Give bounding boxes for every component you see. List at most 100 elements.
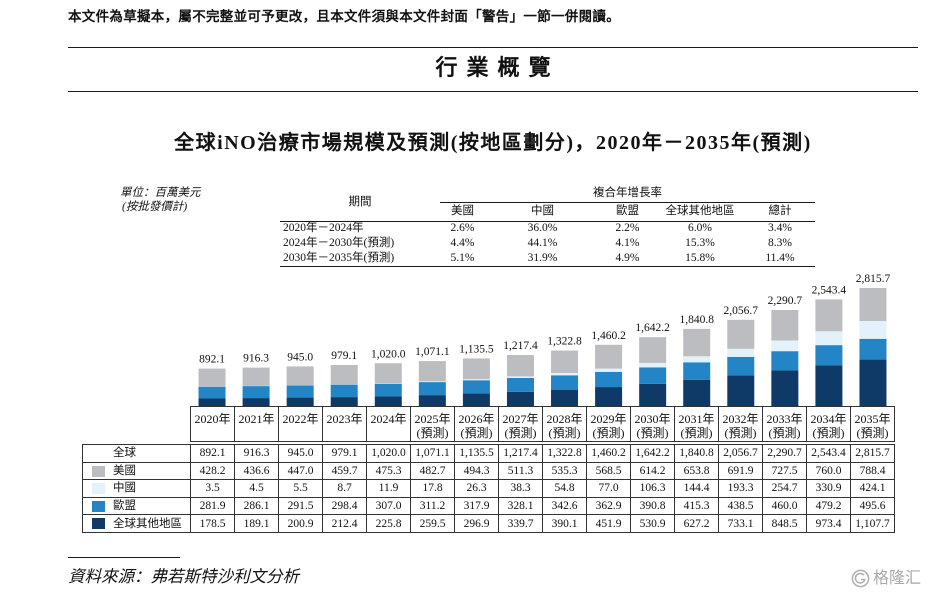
stacked-bar-chart: 892.1 916.3 945.0 979.1 1,020.0 1,071.1 1,135.… <box>198 273 890 406</box>
bar-segment-us-2025 <box>418 361 446 382</box>
value-cell-2028: 535.3 <box>542 461 587 481</box>
year-label: 2020年 <box>194 412 231 426</box>
cagr-row: 2020年－2024年 2.6% 36.0% 2.2% 6.0% 3.4% <box>280 221 815 236</box>
bar-segment-us-2031 <box>683 328 711 357</box>
bar-segment-rest-of-world-2029 <box>595 387 623 406</box>
value-cell-2029: 362.9 <box>586 496 631 516</box>
bar-segment-us-2027 <box>506 354 534 377</box>
cagr-col-header-rest-of-world: 全球其他地區 <box>655 202 745 222</box>
year-header-cell-2032: 2032年 (預測) <box>718 406 763 442</box>
watermark-text: 格隆汇 <box>873 568 922 587</box>
bar-segment-eu-2021 <box>242 386 270 399</box>
year-label: 2034年 <box>810 412 847 426</box>
cagr-value: 6.0% <box>688 222 712 235</box>
forecast-note: (預測) <box>548 426 581 440</box>
value-cell-2030: 1,642.2 <box>630 444 675 463</box>
bar-segment-rest-of-world-2028 <box>551 389 579 406</box>
value-cell-2032: 193.3 <box>718 479 763 498</box>
cagr-value: 15.8% <box>655 251 745 268</box>
bar-segment-us-2020 <box>198 368 226 387</box>
row-label-cell: 歐盟 <box>82 496 191 516</box>
bar-segment-us-2030 <box>639 337 667 363</box>
bar-segment-us-2034 <box>815 299 843 332</box>
forecast-note: (預測) <box>768 426 801 440</box>
value-cell-2026: 26.3 <box>454 479 499 498</box>
cagr-col-header-china: 中國 <box>485 202 600 222</box>
bar-segment-rest-of-world-2026 <box>462 393 490 406</box>
bar-segment-china-2026 <box>462 379 490 381</box>
bar-segment-china-2024 <box>374 383 402 384</box>
bar-segment-us-2028 <box>551 350 579 373</box>
cagr-row-period: 2030年－2035年(預測) <box>280 251 440 268</box>
cagr-value: 2.2% <box>615 222 640 235</box>
value-cell-2022: 200.9 <box>278 514 323 533</box>
year-label: 2030年 <box>634 412 671 426</box>
value-cell-2020: 281.9 <box>190 496 235 516</box>
total-label-2024: 1,020.0 <box>371 348 406 360</box>
bar-segment-rest-of-world-2023 <box>330 397 358 406</box>
year-label: 2028年 <box>546 412 583 426</box>
bar-segment-rest-of-world-2022 <box>286 397 314 406</box>
value-cell-2030: 530.9 <box>630 514 675 533</box>
bar-segment-rest-of-world-2031 <box>683 379 711 406</box>
value-cell-2027: 328.1 <box>498 496 543 516</box>
bar-segment-us-2033 <box>771 310 799 341</box>
year-header-cell-2034: 2034年 (預測) <box>806 406 851 442</box>
value-cell-2032: 2,056.7 <box>718 444 763 463</box>
value-cell-2033: 2,290.7 <box>762 444 807 463</box>
year-label: 2021年 <box>238 412 275 426</box>
draft-disclaimer: 本文件為草擬本，屬不完整並可予更改，且本文件須與本文件封面「警告」一節一併閱讀。 <box>68 9 620 24</box>
legend-swatch-rest-of-world <box>92 518 105 530</box>
value-cell-2026: 494.3 <box>454 461 499 481</box>
bar-segment-rest-of-world-2033 <box>771 370 799 406</box>
bar-segment-eu-2031 <box>683 362 711 380</box>
bar-segment-eu-2027 <box>506 378 534 392</box>
value-cell-2034: 330.9 <box>806 479 851 498</box>
cagr-column-header-row: 美國 中國 歐盟 全球其他地區 總計 <box>280 202 816 222</box>
value-cell-2023: 8.7 <box>322 479 367 498</box>
year-header-table: 2020年 2021年 2022年 2023年 2024年 2025年 (預測) 2026年(… <box>190 406 895 442</box>
cagr-table: 期間 複合年增長率 美國 中國 歐盟 全球其他地區 總計 2020年－2024年… <box>280 185 816 268</box>
value-cell-2029: 77.0 <box>586 479 631 498</box>
value-cell-2035: 495.6 <box>850 496 895 516</box>
value-cell-2026: 296.9 <box>454 514 499 533</box>
year-label: 2029年 <box>590 412 627 426</box>
bar-segment-rest-of-world-2034 <box>815 365 843 406</box>
value-cell-2029: 451.9 <box>586 514 631 533</box>
bar-segment-eu-2035 <box>859 338 887 360</box>
value-cell-2021: 286.1 <box>234 496 279 516</box>
cagr-value: 31.9% <box>485 251 600 268</box>
value-cell-2032: 733.1 <box>718 514 763 533</box>
bar-segment-china-2034 <box>815 331 843 346</box>
value-cell-2024: 11.9 <box>366 479 411 498</box>
row-label-cell: 全球 <box>82 444 191 463</box>
bar-segment-eu-2024 <box>374 383 402 397</box>
value-cell-2021: 436.6 <box>234 461 279 481</box>
bar-segment-eu-2020 <box>198 386 226 399</box>
cagr-header-row: 期間 複合年增長率 <box>280 185 816 222</box>
value-cell-2035: 2,815.7 <box>850 444 895 463</box>
bar-segment-eu-2028 <box>551 375 579 390</box>
bar-segment-eu-2023 <box>330 384 358 398</box>
cagr-col-header-us: 美國 <box>440 202 485 222</box>
total-label-2027: 1,217.4 <box>503 340 538 352</box>
bar-segment-us-2035 <box>859 288 887 322</box>
value-cell-2029: 568.5 <box>586 461 631 481</box>
bar-segment-us-2026 <box>462 358 490 380</box>
year-label: 2022年 <box>282 412 319 426</box>
value-cell-2031: 653.8 <box>674 461 719 481</box>
value-cell-2020: 178.5 <box>190 514 235 533</box>
value-cell-2033: 727.5 <box>762 461 807 481</box>
year-header-cell-2031: 2031年 (預測) <box>674 406 719 442</box>
total-label-2028: 1,322.8 <box>547 336 582 348</box>
total-label-2020: 892.1 <box>199 354 225 366</box>
row-label-cell: 全球其他地區 <box>82 514 191 533</box>
bar-segment-eu-2033 <box>771 351 799 371</box>
cagr-col-header-total: 總計 <box>745 202 816 222</box>
year-label: 2026年 <box>458 412 495 426</box>
value-cell-2024: 225.8 <box>366 514 411 533</box>
forecast-note: (預測) <box>812 426 845 440</box>
year-label: 2023年 <box>326 412 363 426</box>
total-label-2021: 916.3 <box>243 353 269 365</box>
value-cell-2027: 339.7 <box>498 514 543 533</box>
